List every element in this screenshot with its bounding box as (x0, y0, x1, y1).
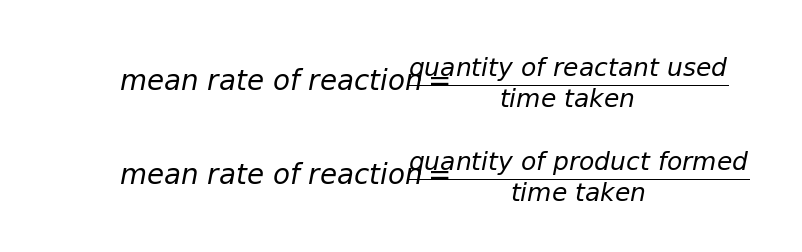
Text: $\dfrac{\mathit{quantity\ of\ product\ formed}}{\mathit{time\ taken}}$: $\dfrac{\mathit{quantity\ of\ product\ f… (408, 148, 749, 203)
Text: $\dfrac{\mathit{quantity\ of\ reactant\ used}}{\mathit{time\ taken}}$: $\dfrac{\mathit{quantity\ of\ reactant\ … (408, 55, 728, 110)
Text: $\mathit{mean\ rate\ of\ reaction} = $: $\mathit{mean\ rate\ of\ reaction} = $ (119, 162, 449, 189)
Text: $\mathit{mean\ rate\ of\ reaction} = $: $\mathit{mean\ rate\ of\ reaction} = $ (119, 69, 449, 96)
